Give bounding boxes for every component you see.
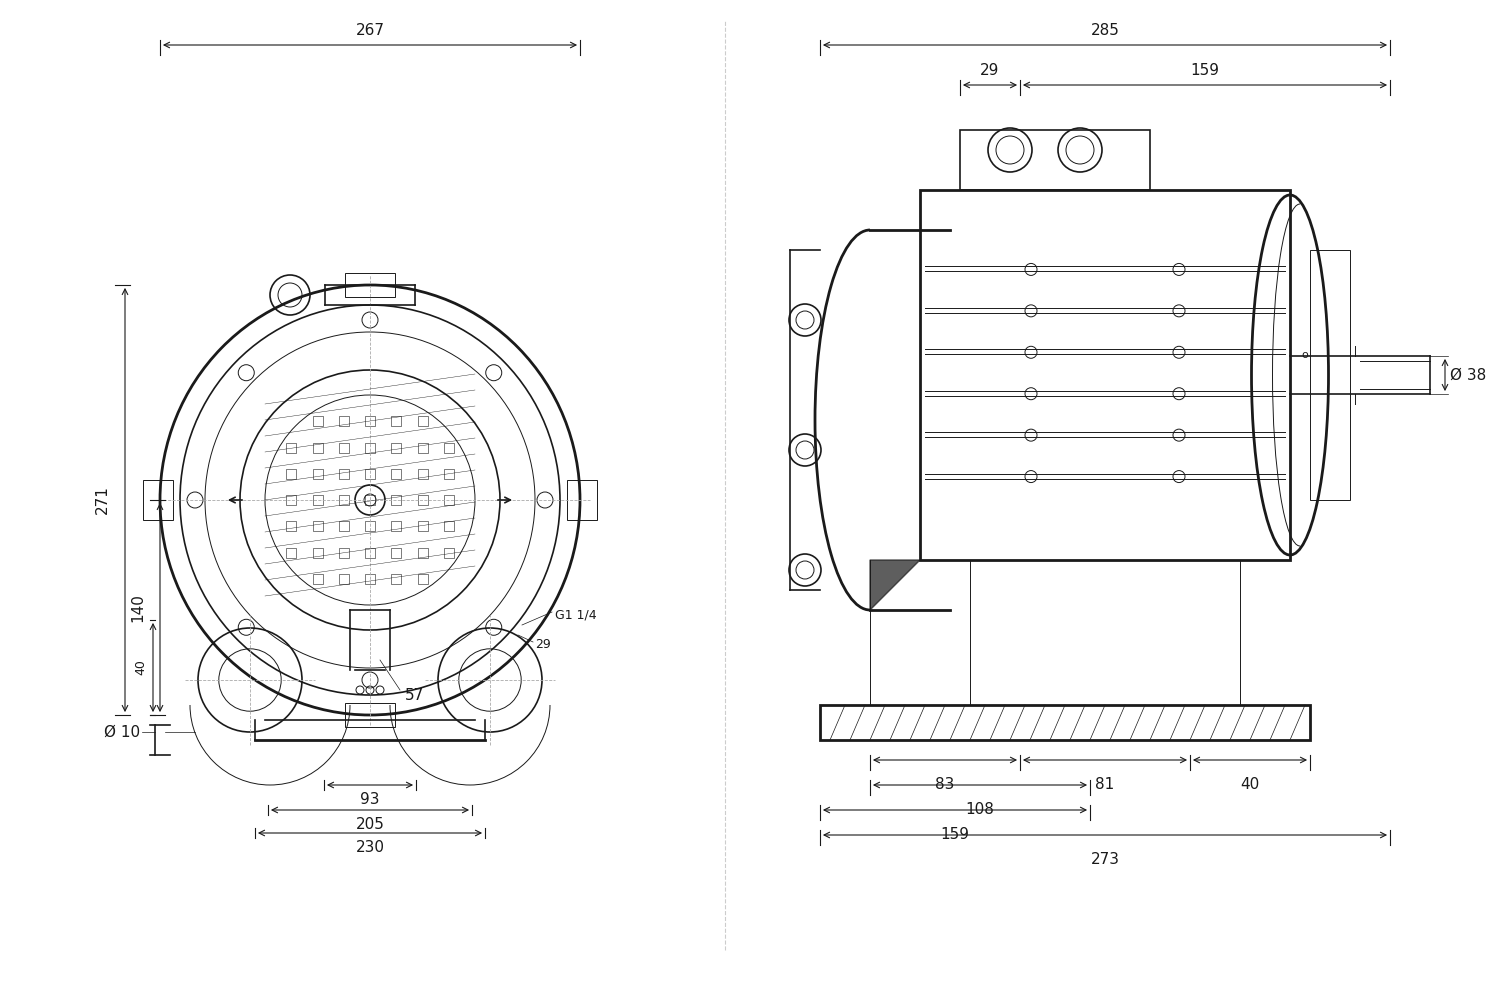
- Bar: [339, 548, 348, 558]
- Bar: [286, 442, 296, 452]
- Bar: [339, 574, 348, 584]
- Bar: [339, 521, 348, 531]
- Text: 40: 40: [134, 660, 147, 675]
- Bar: [364, 521, 375, 531]
- Bar: [286, 469, 296, 479]
- Text: 159: 159: [1191, 63, 1219, 78]
- Text: Ø 10: Ø 10: [104, 724, 140, 740]
- Bar: [312, 574, 322, 584]
- Bar: [392, 416, 402, 426]
- Bar: [444, 521, 453, 531]
- Text: o: o: [1302, 350, 1308, 360]
- Bar: [392, 469, 402, 479]
- Bar: [312, 442, 322, 452]
- Text: 93: 93: [360, 792, 380, 807]
- Bar: [417, 548, 428, 558]
- Text: 140: 140: [130, 593, 146, 622]
- Text: 57: 57: [405, 688, 424, 702]
- Text: 29: 29: [536, 639, 550, 652]
- Bar: [364, 442, 375, 452]
- Bar: [444, 442, 453, 452]
- Bar: [364, 574, 375, 584]
- Text: 273: 273: [1090, 852, 1119, 867]
- Bar: [417, 442, 428, 452]
- Bar: [567, 480, 597, 520]
- Bar: [364, 416, 375, 426]
- Bar: [1310, 250, 1350, 500]
- Bar: [392, 495, 402, 505]
- Bar: [364, 548, 375, 558]
- Bar: [312, 521, 322, 531]
- Bar: [417, 574, 428, 584]
- Bar: [417, 469, 428, 479]
- Bar: [312, 548, 322, 558]
- Bar: [960, 130, 1150, 190]
- Text: G1 1/4: G1 1/4: [555, 608, 597, 621]
- Bar: [392, 521, 402, 531]
- Bar: [821, 705, 1310, 740]
- Bar: [444, 495, 453, 505]
- Text: 83: 83: [936, 777, 954, 792]
- Bar: [339, 495, 348, 505]
- Bar: [444, 469, 453, 479]
- Text: 40: 40: [1240, 777, 1260, 792]
- Bar: [312, 495, 322, 505]
- Bar: [312, 416, 322, 426]
- Polygon shape: [870, 560, 919, 610]
- Bar: [142, 480, 172, 520]
- Bar: [392, 574, 402, 584]
- Text: 81: 81: [1095, 777, 1114, 792]
- Bar: [392, 548, 402, 558]
- Bar: [364, 495, 375, 505]
- Text: 271: 271: [94, 486, 110, 514]
- Text: 230: 230: [356, 840, 384, 855]
- Text: 205: 205: [356, 817, 384, 832]
- Bar: [444, 548, 453, 558]
- Bar: [920, 190, 1290, 560]
- Bar: [286, 521, 296, 531]
- Text: 285: 285: [1090, 23, 1119, 38]
- Bar: [364, 469, 375, 479]
- Bar: [312, 469, 322, 479]
- Text: 159: 159: [940, 827, 969, 842]
- Text: 29: 29: [981, 63, 999, 78]
- Bar: [339, 442, 348, 452]
- Bar: [417, 416, 428, 426]
- Text: 267: 267: [356, 23, 384, 38]
- Bar: [286, 548, 296, 558]
- Bar: [339, 416, 348, 426]
- Bar: [339, 469, 348, 479]
- Bar: [392, 442, 402, 452]
- Bar: [417, 495, 428, 505]
- Bar: [345, 273, 394, 297]
- Text: Ø 38: Ø 38: [1450, 367, 1486, 382]
- Text: 108: 108: [966, 802, 994, 817]
- Bar: [417, 521, 428, 531]
- Bar: [286, 495, 296, 505]
- Bar: [345, 703, 394, 727]
